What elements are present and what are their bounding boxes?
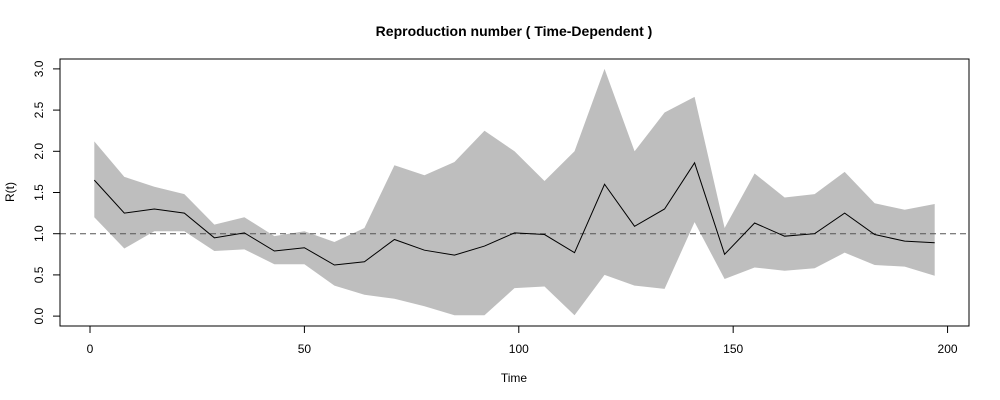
y-tick-label: 2.5 bbox=[32, 101, 46, 118]
plot-area: 0 50 100 150 200 0.0 0.5 1.0 1.5 2.0 2.5 3.0 bbox=[32, 58, 970, 356]
chart-title: Reproduction number ( Time-Dependent ) bbox=[376, 23, 653, 39]
y-tick-label: 1.0 bbox=[32, 225, 46, 242]
y-tick-label: 0.5 bbox=[32, 266, 46, 283]
confidence-band bbox=[94, 68, 935, 316]
x-axis-label: Time bbox=[501, 371, 528, 385]
y-axis-label: R(t) bbox=[3, 182, 17, 202]
x-tick-label: 100 bbox=[509, 342, 529, 356]
x-tick-label: 150 bbox=[723, 342, 743, 356]
series-line-0 bbox=[93, 161, 935, 266]
x-tick-label: 50 bbox=[298, 342, 312, 356]
y-tick-label: 3.0 bbox=[32, 60, 46, 77]
y-tick-label: 1.5 bbox=[32, 184, 46, 201]
x-tick-label: 0 bbox=[87, 342, 94, 356]
x-tick-label: 200 bbox=[938, 342, 958, 356]
y-tick-label: 0.0 bbox=[32, 307, 46, 324]
y-tick-label: 2.0 bbox=[32, 143, 46, 160]
